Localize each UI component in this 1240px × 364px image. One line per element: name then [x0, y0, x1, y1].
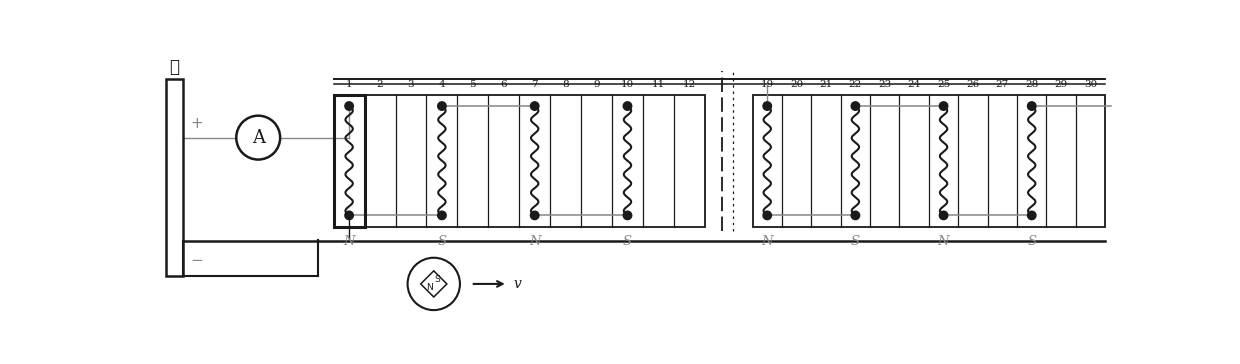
Circle shape [763, 102, 771, 110]
Text: 2: 2 [377, 80, 383, 89]
Text: 5: 5 [470, 80, 476, 89]
Circle shape [851, 211, 859, 219]
Circle shape [1028, 102, 1035, 110]
Text: 4: 4 [439, 80, 445, 89]
Text: 29: 29 [1054, 80, 1068, 89]
Text: 8: 8 [562, 80, 569, 89]
Circle shape [940, 211, 947, 219]
Text: 24: 24 [908, 80, 921, 89]
Circle shape [345, 102, 353, 110]
Circle shape [1028, 211, 1035, 219]
Text: 23: 23 [878, 80, 892, 89]
Text: 25: 25 [937, 80, 950, 89]
Text: 21: 21 [820, 80, 832, 89]
Text: 27: 27 [996, 80, 1009, 89]
Text: S: S [435, 276, 440, 285]
Text: A: A [252, 128, 264, 147]
Text: S: S [622, 235, 632, 248]
Circle shape [438, 211, 446, 219]
Text: 9: 9 [593, 80, 600, 89]
Text: −: − [191, 253, 203, 268]
Bar [334, 95, 365, 227]
Text: N: N [529, 235, 541, 248]
Circle shape [940, 102, 947, 110]
Circle shape [345, 211, 353, 219]
Bar [166, 79, 182, 276]
Text: 22: 22 [848, 80, 862, 89]
Text: N: N [427, 283, 433, 292]
Circle shape [624, 211, 631, 219]
Polygon shape [420, 271, 446, 297]
Text: 6: 6 [501, 80, 507, 89]
Bar [753, 95, 1105, 227]
Text: S: S [438, 235, 446, 248]
Text: 20: 20 [790, 80, 804, 89]
Text: 10: 10 [621, 80, 634, 89]
Circle shape [531, 211, 539, 219]
Text: N: N [761, 235, 773, 248]
Text: N: N [343, 235, 355, 248]
Circle shape [438, 102, 446, 110]
Text: 低: 低 [170, 58, 180, 76]
Text: 7: 7 [532, 80, 538, 89]
Text: 26: 26 [966, 80, 980, 89]
Circle shape [624, 102, 631, 110]
Text: 11: 11 [652, 80, 665, 89]
Circle shape [531, 102, 539, 110]
Text: 1: 1 [346, 80, 352, 89]
Text: 28: 28 [1025, 80, 1038, 89]
Circle shape [763, 211, 771, 219]
Bar [334, 95, 704, 227]
Text: +: + [191, 116, 203, 131]
Text: S: S [851, 235, 861, 248]
Text: 3: 3 [408, 80, 414, 89]
Text: v: v [513, 277, 522, 291]
Text: 12: 12 [683, 80, 696, 89]
Text: S: S [1027, 235, 1037, 248]
Text: N: N [937, 235, 950, 248]
Circle shape [851, 102, 859, 110]
Text: 19: 19 [760, 80, 774, 89]
Text: 30: 30 [1084, 80, 1097, 89]
